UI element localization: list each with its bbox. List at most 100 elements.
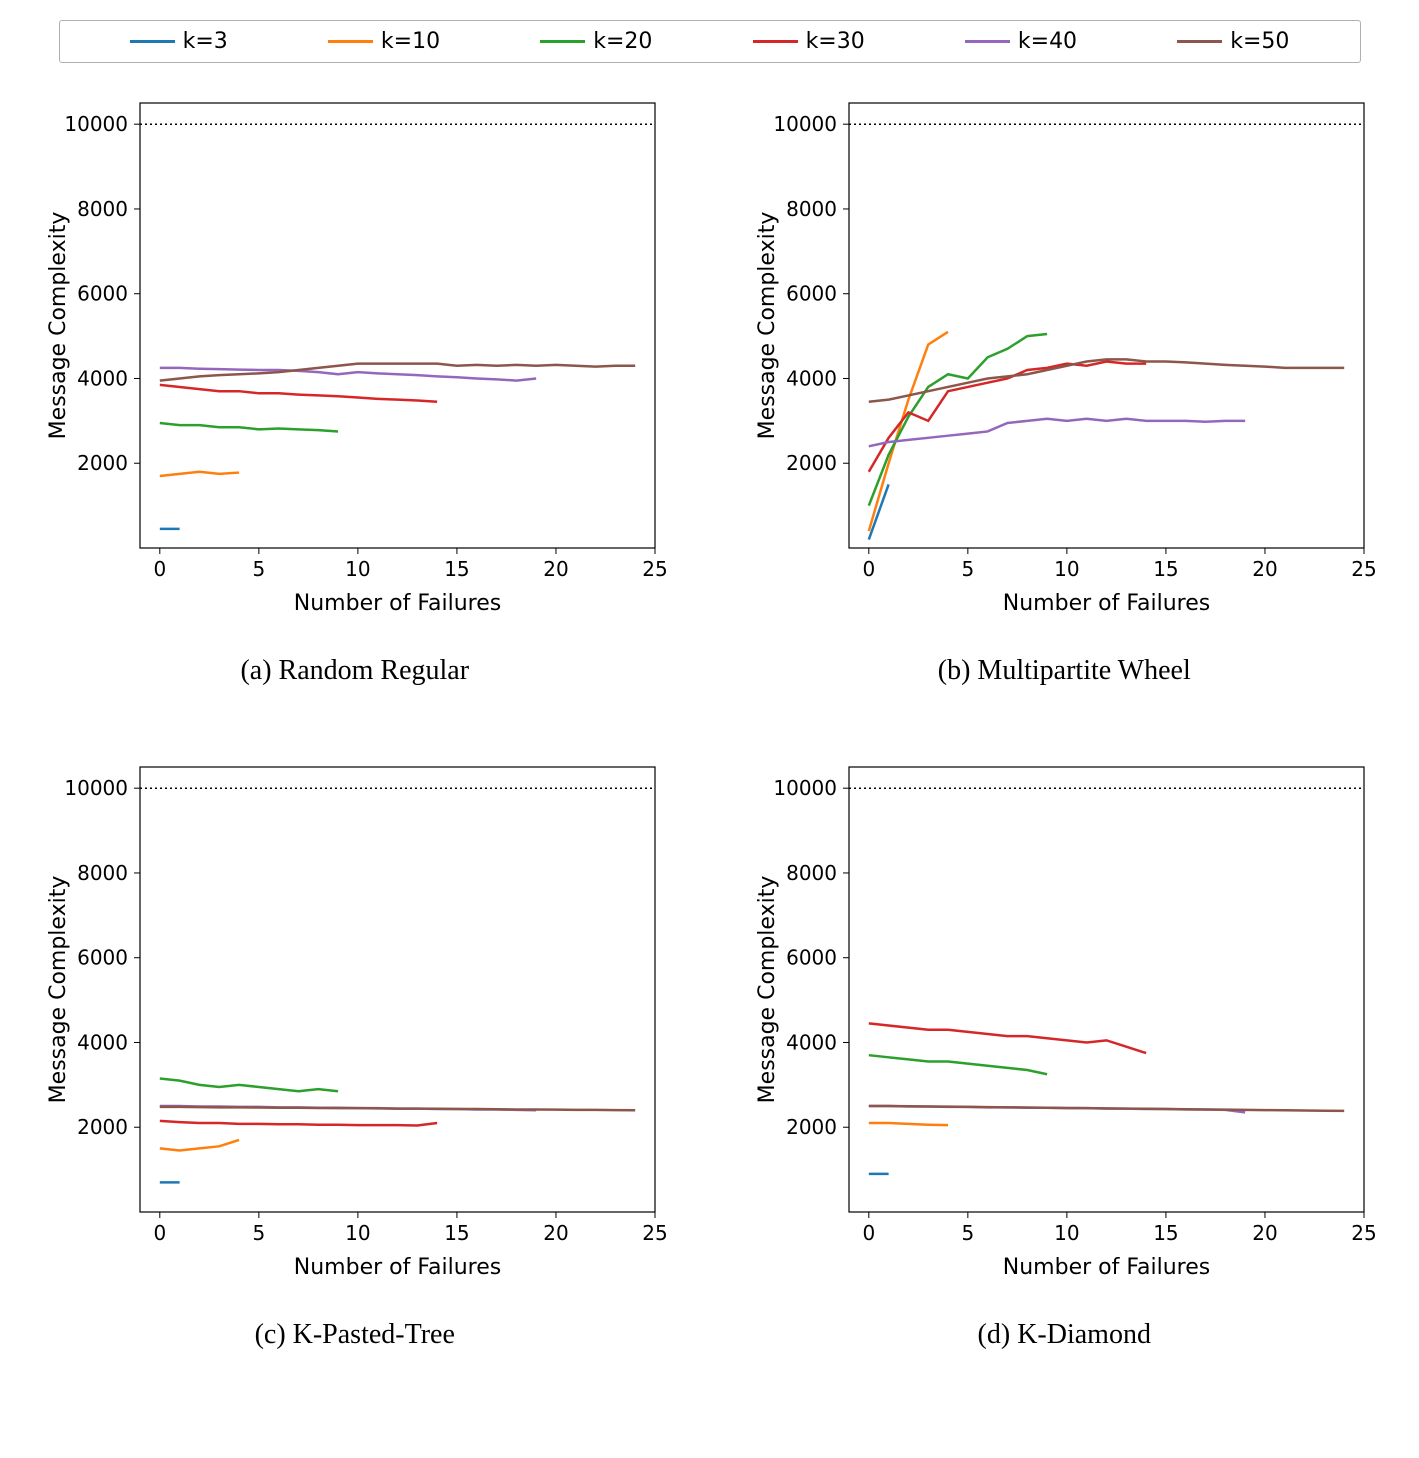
y-axis-label: Message Complexity <box>46 876 71 1104</box>
legend-item-k-3: k=3 <box>130 29 228 54</box>
legend-swatch <box>540 40 585 43</box>
x-tick-label: 15 <box>444 557 469 581</box>
x-tick-label: 0 <box>153 557 166 581</box>
x-tick-label: 5 <box>252 557 265 581</box>
x-tick-label: 20 <box>543 557 568 581</box>
chart-svg-a: 0510152025200040006000800010000Number of… <box>35 83 675 643</box>
series-line-k30 <box>160 1121 437 1126</box>
y-tick-label: 6000 <box>77 282 128 306</box>
panel-c: 0510152025200040006000800010000Number of… <box>20 747 690 1351</box>
legend-swatch <box>1177 40 1222 43</box>
panels-grid: 0510152025200040006000800010000Number of… <box>20 83 1399 1351</box>
legend-label: k=30 <box>806 29 865 54</box>
legend-swatch <box>965 40 1010 43</box>
legend-item-k-50: k=50 <box>1177 29 1289 54</box>
panel-caption-d: (d) K-Diamond <box>978 1319 1151 1351</box>
series-line-k10 <box>869 1123 948 1125</box>
legend-label: k=3 <box>183 29 228 54</box>
axes-frame <box>140 767 655 1212</box>
legend-label: k=40 <box>1018 29 1077 54</box>
x-tick-label: 15 <box>1153 1221 1178 1245</box>
legend-item-k-30: k=30 <box>753 29 865 54</box>
panel-b: 0510152025200040006000800010000Number of… <box>730 83 1400 687</box>
panel-letter: (b) <box>938 655 971 686</box>
panel-d: 0510152025200040006000800010000Number of… <box>730 747 1400 1351</box>
panel-title: K-Diamond <box>1017 1319 1151 1350</box>
panel-title: Random Regular <box>279 655 470 686</box>
x-tick-label: 10 <box>1054 557 1079 581</box>
y-tick-label: 8000 <box>77 861 128 885</box>
legend-label: k=10 <box>381 29 440 54</box>
legend: k=3 k=10 k=20 k=30 k=40 k=50 <box>59 20 1361 63</box>
y-tick-label: 8000 <box>786 197 837 221</box>
y-tick-label: 10000 <box>64 776 128 800</box>
x-tick-label: 25 <box>642 557 667 581</box>
legend-swatch <box>753 40 798 43</box>
x-axis-label: Number of Failures <box>294 591 501 616</box>
y-tick-label: 6000 <box>77 946 128 970</box>
axes-frame <box>849 103 1364 548</box>
x-tick-label: 20 <box>1252 1221 1277 1245</box>
y-tick-label: 10000 <box>774 112 838 136</box>
x-tick-label: 25 <box>642 1221 667 1245</box>
y-tick-label: 2000 <box>786 1115 837 1139</box>
series-line-k50 <box>869 1106 1344 1111</box>
x-tick-label: 20 <box>543 1221 568 1245</box>
panel-caption-b: (b) Multipartite Wheel <box>938 655 1191 687</box>
y-axis-label: Message Complexity <box>46 212 71 440</box>
panel-letter: (d) <box>978 1319 1011 1350</box>
y-tick-label: 4000 <box>77 366 128 390</box>
x-tick-label: 5 <box>962 1221 975 1245</box>
axes-frame <box>140 103 655 548</box>
y-tick-label: 6000 <box>786 282 837 306</box>
x-tick-label: 10 <box>345 1221 370 1245</box>
y-tick-label: 8000 <box>786 861 837 885</box>
x-tick-label: 10 <box>345 557 370 581</box>
legend-label: k=50 <box>1230 29 1289 54</box>
x-tick-label: 5 <box>252 1221 265 1245</box>
y-tick-label: 6000 <box>786 946 837 970</box>
series-line-k20 <box>869 334 1047 506</box>
series-line-k30 <box>160 385 437 402</box>
series-line-k20 <box>869 1055 1047 1074</box>
chart-svg-d: 0510152025200040006000800010000Number of… <box>744 747 1384 1307</box>
legend-item-k-40: k=40 <box>965 29 1077 54</box>
x-tick-label: 15 <box>444 1221 469 1245</box>
y-tick-label: 2000 <box>77 451 128 475</box>
x-tick-label: 10 <box>1054 1221 1079 1245</box>
legend-swatch <box>130 40 175 43</box>
series-line-k10 <box>160 472 239 476</box>
x-axis-label: Number of Failures <box>294 1255 501 1280</box>
panel-title: Multipartite Wheel <box>977 655 1190 686</box>
y-axis-label: Message Complexity <box>755 212 780 440</box>
x-tick-label: 25 <box>1352 557 1377 581</box>
y-axis-label: Message Complexity <box>755 876 780 1104</box>
legend-item-k-20: k=20 <box>540 29 652 54</box>
panel-caption-c: (c) K-Pasted-Tree <box>255 1319 455 1351</box>
y-tick-label: 10000 <box>64 112 128 136</box>
series-line-k40 <box>869 419 1245 447</box>
series-line-k30 <box>869 362 1146 472</box>
x-tick-label: 0 <box>863 557 876 581</box>
x-tick-label: 0 <box>153 1221 166 1245</box>
panel-caption-a: (a) Random Regular <box>240 655 469 687</box>
x-axis-label: Number of Failures <box>1003 591 1210 616</box>
y-tick-label: 4000 <box>77 1030 128 1054</box>
y-tick-label: 2000 <box>786 451 837 475</box>
legend-label: k=20 <box>593 29 652 54</box>
series-line-k10 <box>160 1140 239 1151</box>
x-tick-label: 0 <box>863 1221 876 1245</box>
chart-svg-c: 0510152025200040006000800010000Number of… <box>35 747 675 1307</box>
panel-letter: (a) <box>240 655 271 686</box>
x-tick-label: 15 <box>1153 557 1178 581</box>
y-tick-label: 4000 <box>786 366 837 390</box>
series-line-k50 <box>160 364 635 381</box>
axes-frame <box>849 767 1364 1212</box>
series-line-k20 <box>160 1079 338 1092</box>
panel-a: 0510152025200040006000800010000Number of… <box>20 83 690 687</box>
series-line-k20 <box>160 423 338 431</box>
x-tick-label: 25 <box>1352 1221 1377 1245</box>
series-line-k50 <box>160 1107 635 1110</box>
x-axis-label: Number of Failures <box>1003 1255 1210 1280</box>
series-line-k10 <box>869 332 948 531</box>
